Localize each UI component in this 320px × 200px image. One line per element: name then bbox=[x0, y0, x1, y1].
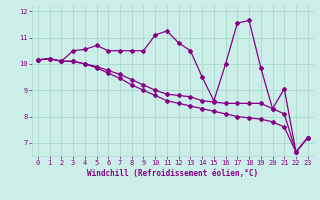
X-axis label: Windchill (Refroidissement éolien,°C): Windchill (Refroidissement éolien,°C) bbox=[87, 169, 258, 178]
